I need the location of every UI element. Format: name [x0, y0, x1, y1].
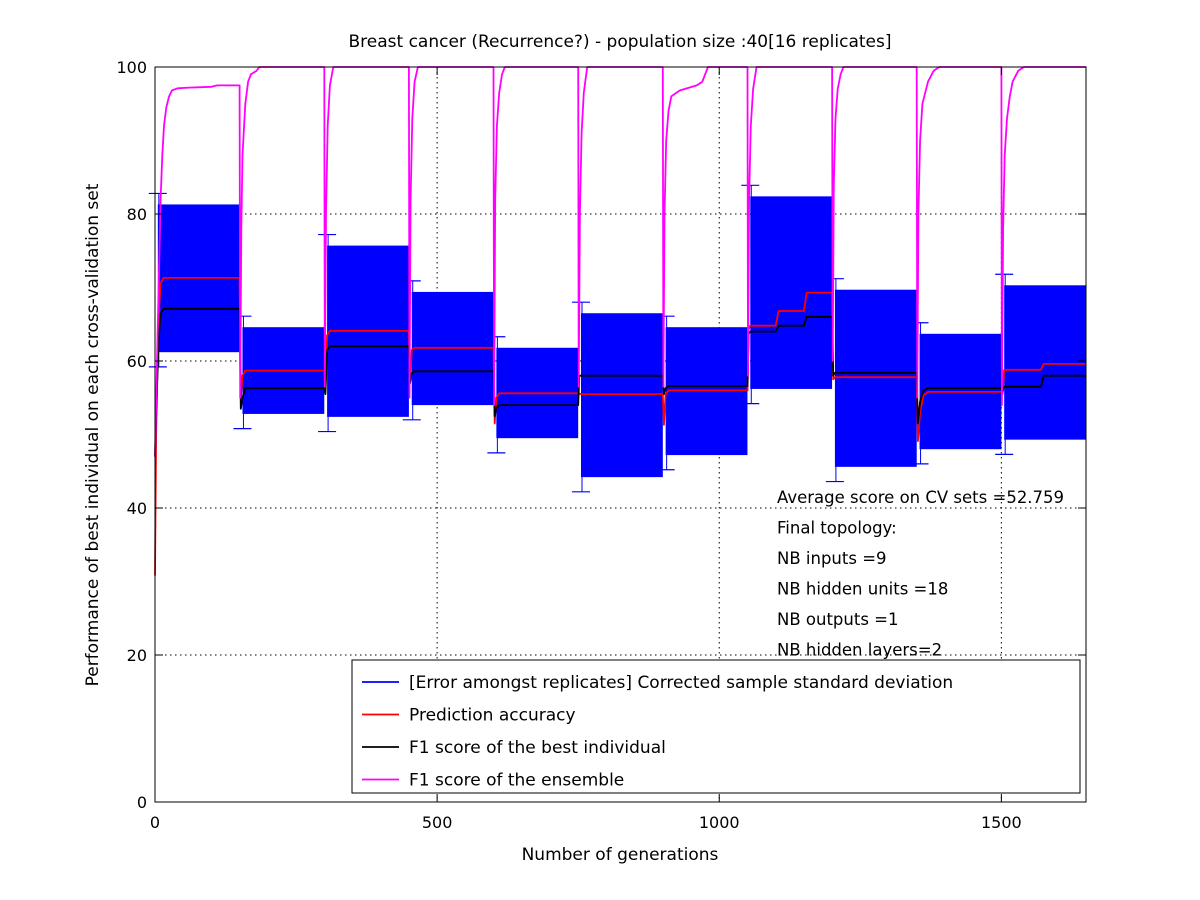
- error-band-9: [834, 289, 917, 467]
- y-tick-label: 100: [116, 58, 147, 77]
- x-tick-label: 1000: [699, 813, 740, 832]
- x-tick-label: 500: [422, 813, 453, 832]
- y-tick-label: 0: [137, 793, 147, 812]
- x-tick-label: 0: [150, 813, 160, 832]
- annotation-line: Average score on CV sets =52.759: [777, 488, 1064, 507]
- legend-label: F1 score of the ensemble: [409, 771, 624, 791]
- series-line-f1-score-of-the-ensemble: [154, 66, 1086, 457]
- plot-area: 0 500 1000 1500 0 20 40 60 80 100 Average score on…: [116, 58, 1087, 832]
- annotation-line: Final topology:: [777, 519, 897, 538]
- x-tick-label: 1500: [981, 813, 1022, 832]
- annotation-line: NB hidden layers=2: [777, 641, 942, 660]
- annotation-line: NB hidden units =18: [777, 580, 948, 599]
- chart-title: Breast cancer (Recurrence?) - population…: [349, 32, 892, 52]
- legend-box: [351, 659, 1081, 794]
- error-band-11: [1004, 285, 1086, 440]
- series-line-prediction-accuracy: [154, 277, 1086, 576]
- y-tick-label: 80: [127, 205, 147, 224]
- error-band-6: [581, 313, 663, 478]
- legend: [Error amongst replicates] Corrected sam…: [351, 659, 1081, 794]
- x-axis-title: Number of generations: [522, 845, 719, 865]
- annotation-line: NB inputs =9: [777, 549, 887, 568]
- legend-label: [Error amongst replicates] Corrected sam…: [409, 673, 953, 693]
- annotation-block: Average score on CV sets =52.759 Final to…: [777, 488, 1064, 660]
- y-tick-label: 40: [127, 499, 147, 518]
- legend-label: Prediction accuracy: [409, 706, 576, 726]
- plot-frame: [154, 66, 1087, 803]
- y-axis-title: Performance of best individual on each c…: [83, 183, 103, 686]
- y-tick-label: 20: [127, 646, 147, 665]
- annotation-line: NB outputs =1: [777, 610, 899, 629]
- y-tick-label: 60: [127, 352, 147, 371]
- legend-label: F1 score of the best individual: [409, 738, 666, 758]
